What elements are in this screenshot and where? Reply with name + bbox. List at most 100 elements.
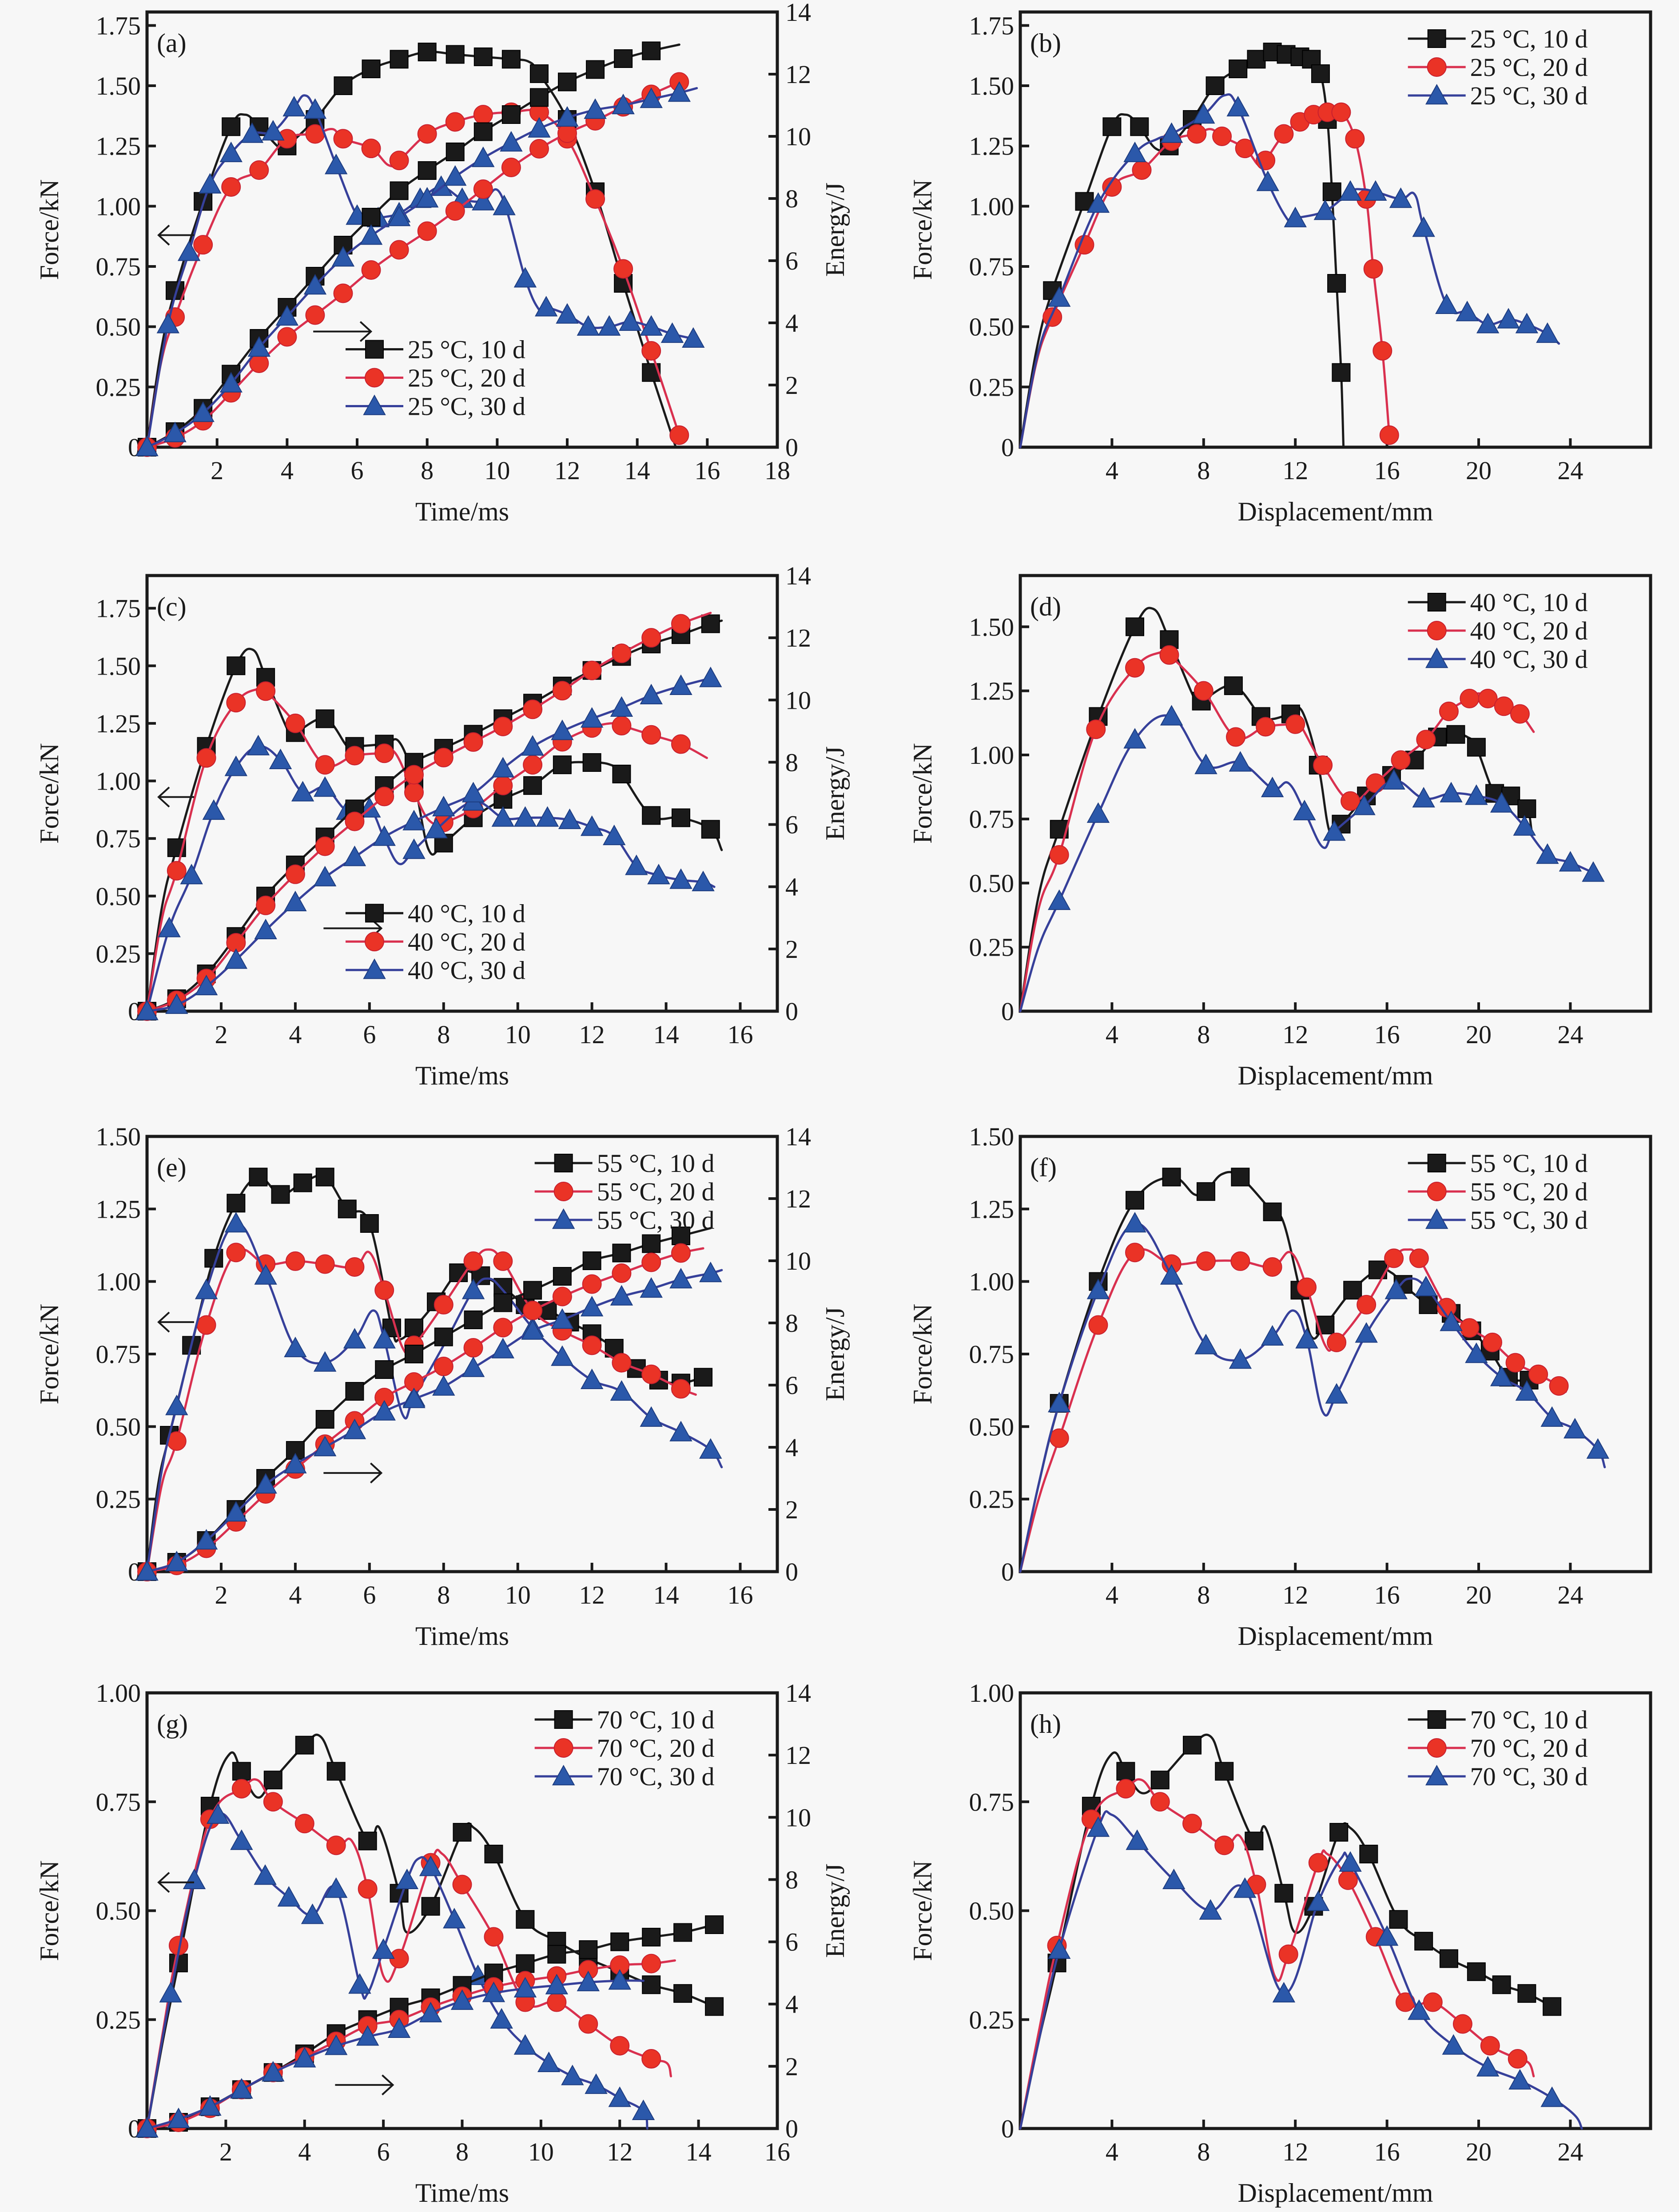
data-point bbox=[361, 139, 381, 159]
data-point bbox=[558, 808, 581, 829]
data-point bbox=[1508, 2049, 1528, 2069]
data-point bbox=[580, 815, 604, 836]
data-point bbox=[1389, 187, 1412, 208]
data-point bbox=[1492, 1975, 1511, 1994]
arrow-left-icon bbox=[157, 1872, 194, 1893]
data-point bbox=[1307, 1890, 1330, 1911]
data-point bbox=[450, 1989, 474, 2010]
legend-label: 70 °C, 10 d bbox=[1470, 1705, 1588, 1734]
data-point bbox=[230, 2078, 253, 2099]
data-point bbox=[1042, 307, 1062, 327]
data-point bbox=[1359, 1844, 1378, 1863]
data-point bbox=[473, 122, 493, 141]
y-tick-label: 1.25 bbox=[96, 132, 141, 161]
y-tick-label: 1.25 bbox=[96, 709, 141, 738]
data-point bbox=[219, 141, 243, 163]
data-point bbox=[313, 1435, 337, 1457]
data-point bbox=[418, 161, 437, 180]
data-point bbox=[224, 1501, 248, 1522]
x-tick-label: 12 bbox=[1282, 456, 1308, 485]
data-point bbox=[227, 1194, 246, 1213]
y-axis-title: Force/kN bbox=[908, 179, 937, 280]
data-point bbox=[356, 2025, 379, 2046]
legend-marker bbox=[1427, 1182, 1447, 1201]
y2-tick-label: 10 bbox=[785, 122, 811, 151]
data-point bbox=[191, 401, 215, 422]
data-point bbox=[608, 2086, 631, 2107]
data-point bbox=[1274, 124, 1294, 144]
x-axis-title: Displacement/mm bbox=[1238, 497, 1433, 526]
x-tick-label: 16 bbox=[728, 1020, 753, 1049]
data-point bbox=[303, 98, 327, 119]
data-point bbox=[271, 1185, 290, 1204]
data-point bbox=[493, 775, 513, 795]
x-axis-title: Displacement/mm bbox=[1238, 2178, 1433, 2208]
data-point bbox=[421, 1897, 440, 1916]
legend-marker bbox=[1425, 1764, 1448, 1786]
y-axis-title: Force/kN bbox=[35, 1860, 64, 1961]
data-point bbox=[1049, 845, 1069, 865]
data-point bbox=[556, 106, 579, 127]
y-tick-label: 0.25 bbox=[969, 933, 1015, 962]
data-point bbox=[1357, 1295, 1377, 1314]
panel-tag: (e) bbox=[157, 1153, 187, 1182]
data-point bbox=[1048, 1392, 1071, 1413]
data-point bbox=[232, 1762, 251, 1781]
data-point bbox=[705, 1997, 724, 2016]
y-tick-label: 1.00 bbox=[969, 1267, 1015, 1296]
data-point bbox=[586, 60, 605, 79]
data-point bbox=[1086, 1279, 1110, 1299]
data-point bbox=[1494, 696, 1514, 716]
x-tick-label: 14 bbox=[625, 456, 650, 485]
data-point bbox=[254, 1864, 277, 1885]
data-point bbox=[1341, 791, 1361, 811]
data-point bbox=[536, 806, 559, 827]
legend-label: 70 °C, 20 d bbox=[1470, 1734, 1588, 1763]
series-force-30d bbox=[146, 1803, 655, 2130]
data-point bbox=[226, 1243, 246, 1263]
data-point bbox=[224, 1211, 248, 1233]
data-point bbox=[1049, 1428, 1069, 1448]
data-point bbox=[1323, 820, 1346, 841]
data-point bbox=[484, 1927, 504, 1947]
data-point bbox=[389, 151, 409, 171]
data-point bbox=[348, 1973, 371, 1994]
x-tick-label: 24 bbox=[1557, 2137, 1583, 2166]
x-tick-label: 4 bbox=[1106, 1020, 1118, 1049]
chart-panel-h: 4 8 12 16 20 24 0 0.25 0.50 0.75 1.00 Displacement/… bbox=[908, 1679, 1652, 2208]
data-point bbox=[206, 1803, 230, 1824]
x-tick-label: 6 bbox=[363, 1581, 376, 1609]
x-tick-label: 16 bbox=[764, 2137, 790, 2166]
y2-tick-label: 8 bbox=[785, 1865, 798, 1894]
data-point bbox=[1132, 160, 1152, 180]
data-point bbox=[402, 810, 426, 830]
data-point bbox=[343, 1328, 366, 1349]
data-point bbox=[582, 1335, 602, 1355]
data-point bbox=[374, 1280, 394, 1300]
data-point bbox=[343, 1418, 366, 1439]
data-point bbox=[1586, 1438, 1610, 1459]
y2-tick-label: 8 bbox=[785, 748, 798, 777]
x-tick-label: 8 bbox=[456, 2137, 469, 2166]
data-point bbox=[641, 1252, 661, 1272]
chart-panel-e: 2 4 6 8 10 12 14 1600.250.500.751.001.251.50024… bbox=[35, 1122, 850, 1651]
legend-marker bbox=[364, 368, 384, 388]
data-point bbox=[513, 806, 537, 827]
data-point bbox=[705, 1915, 724, 1934]
data-point bbox=[1439, 701, 1459, 721]
y-axis-title: Force/kN bbox=[35, 743, 64, 844]
legend-marker bbox=[553, 1738, 573, 1758]
data-point bbox=[373, 1328, 396, 1349]
data-point bbox=[156, 313, 179, 334]
x-tick-label: 2 bbox=[211, 456, 223, 485]
x-tick-label: 16 bbox=[1374, 2137, 1400, 2166]
series-force-20d bbox=[146, 1778, 672, 2130]
data-point bbox=[472, 190, 495, 210]
data-point bbox=[434, 1327, 453, 1346]
x-tick-label: 16 bbox=[728, 1581, 753, 1609]
x-tick-label: 12 bbox=[1282, 1020, 1308, 1049]
data-point bbox=[293, 1173, 312, 1192]
data-point bbox=[256, 895, 276, 915]
data-point bbox=[1543, 1997, 1562, 2016]
series-force-30d bbox=[1019, 705, 1605, 1013]
